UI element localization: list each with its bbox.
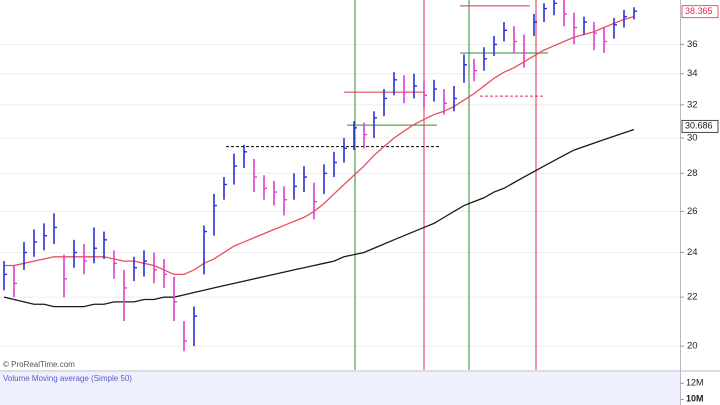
plot-area (0, 0, 680, 370)
volume-title: Volume Moving average (Simple 50) (3, 374, 132, 383)
volume-panel (0, 372, 680, 405)
y-tick-label: 30 (687, 132, 698, 143)
y-tick-label: 20 (687, 341, 698, 352)
price-tag: 38.365 (685, 6, 713, 16)
copyright: © ProRealTime.com (3, 360, 75, 369)
y-tick-label: 32 (687, 99, 698, 110)
volume-tick-label: 10M (686, 394, 704, 404)
y-tick-label: 36 (687, 39, 698, 50)
price-tag: 30.686 (685, 121, 713, 131)
y-tick-label: 26 (687, 206, 698, 217)
y-tick-label: 34 (687, 68, 698, 79)
volume-tick-label: 12M (686, 378, 704, 388)
y-tick-label: 22 (687, 292, 698, 303)
moving-average (4, 15, 635, 276)
overlay: 20 22 24 26 28 30 32 34 36 38.365 30.686 12M 10M (680, 5, 719, 404)
price-tag-box (681, 5, 719, 19)
price-tag-box (681, 119, 719, 133)
y-tick-label: 24 (687, 247, 698, 258)
y-tick-label: 28 (687, 168, 698, 179)
moving-average (3, 128, 635, 308)
